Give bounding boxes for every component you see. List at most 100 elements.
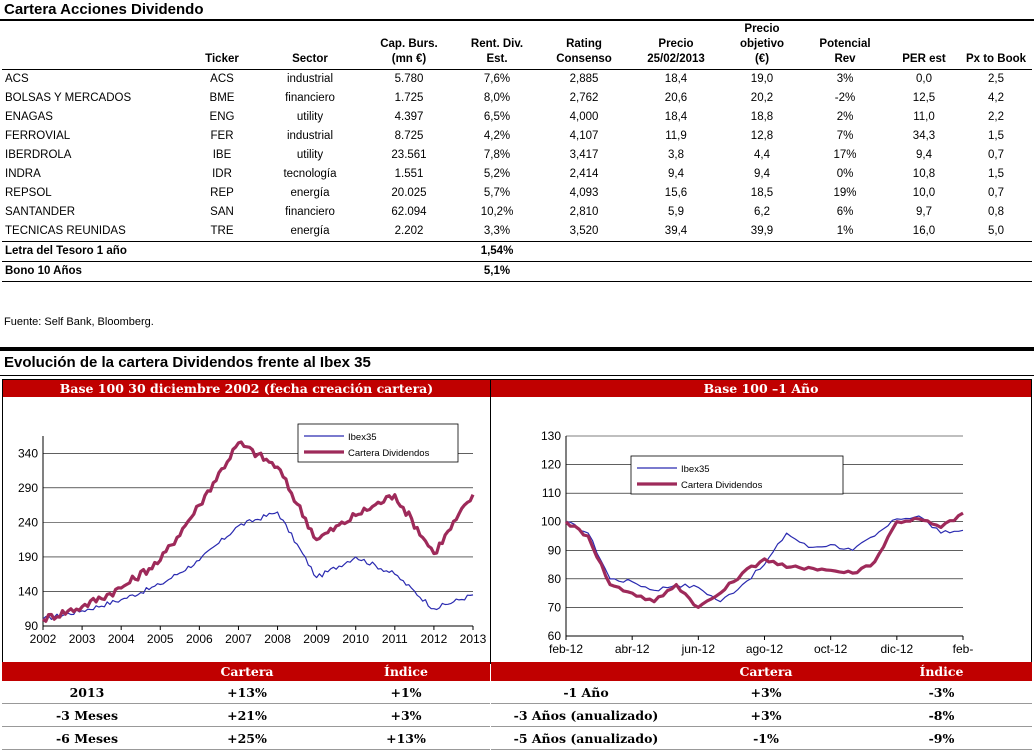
cell-objetivo: 18,8: [750, 111, 774, 123]
col-header-potencial: Potencial Rev: [802, 22, 888, 70]
perf-period: 2013: [2, 681, 172, 704]
cell-sector: industrial: [286, 130, 334, 142]
table-row: ENAGAS ENG utility 4.397 6,5% 4,000 18,4 18,8 2%…: [2, 108, 1032, 127]
table-row: ACS ACS industrial 5.780 7,6% 2,885 18,4 19,0 3%…: [2, 70, 1032, 90]
cell-objetivo: 19,0: [750, 73, 774, 85]
chart-title-long: Base 100 30 diciembre 2002 (fecha creaci…: [3, 380, 490, 397]
cell-precio: 9,4: [668, 168, 684, 180]
cell-objetivo: 20,2: [750, 92, 774, 104]
y-tick-label: 60: [548, 629, 562, 643]
cell-pxbook: 0,7: [988, 187, 1004, 199]
cell-rent: 7,6%: [483, 73, 511, 85]
cell-per: 10,0: [912, 187, 936, 199]
perf-period: -1 Año: [491, 681, 681, 704]
cell-potencial: -2%: [834, 92, 856, 104]
x-tick-label: 2004: [108, 632, 135, 646]
cell-pxbook: 2,5: [988, 73, 1004, 85]
series-line-cartera-dividendos: [42, 440, 475, 623]
cell-potencial: 6%: [836, 206, 854, 218]
x-tick-label: 2009: [303, 632, 330, 646]
x-tick-label: 2007: [225, 632, 252, 646]
col-header-rent: Rent. Div. Est.: [456, 22, 538, 70]
cell-rent: 4,2%: [483, 130, 511, 142]
x-tick-label: ago-12: [746, 642, 784, 656]
perf-row: -3 Meses +21% +3%: [2, 703, 490, 727]
cell-ticker: SAN: [210, 206, 234, 218]
section-title: Evolución de la cartera Dividendos frent…: [4, 354, 371, 371]
table-row: FERROVIAL FER industrial 8.725 4,2% 4,107 11,9…: [2, 127, 1032, 146]
x-tick-label: 2011: [382, 632, 408, 646]
perf-header-blank: [2, 662, 172, 681]
perf-indice: +1%: [322, 681, 490, 704]
cell-rent: 10,2%: [480, 206, 514, 218]
cell-rating: 2,762: [569, 92, 599, 104]
source-note: Fuente: Self Bank, Bloomberg.: [4, 316, 154, 328]
cell-pxbook: 5,0: [988, 225, 1004, 237]
cell-company: SANTANDER: [5, 206, 76, 218]
cell-cap: 4.397: [394, 111, 424, 123]
cell-per: 0,0: [916, 73, 932, 85]
cell-pxbook: 2,2: [988, 111, 1004, 123]
chart-one-year: 60 70 80 90 100 110 120 130 feb-12 abr-12 jun-12 ag…: [541, 429, 974, 656]
perf-row: -3 Años (anualizado) +3% -8%: [491, 703, 1032, 727]
cell-per: 12,5: [912, 92, 936, 104]
cell-potencial: 1%: [836, 225, 854, 237]
perf-cartera: +21%: [172, 703, 322, 727]
perf-indice: +3%: [322, 703, 490, 727]
legend-label: Cartera Dividendos: [348, 448, 430, 459]
x-tick-label: 2005: [147, 632, 174, 646]
y-tick-label: 340: [18, 446, 38, 460]
chart-long-term: 90 140 190 240 290 340 2002 2003 2004 2005 2006 200…: [18, 423, 487, 646]
bond-value: 1,54%: [456, 241, 538, 262]
perf-row: -1 Año +3% -3%: [491, 681, 1032, 704]
bond-row: Letra del Tesoro 1 año 1,54%: [2, 241, 1032, 262]
perf-indice: +13%: [322, 726, 490, 750]
cell-cap: 5.780: [394, 73, 424, 85]
cell-rent: 5,2%: [483, 168, 511, 180]
x-tick-label: dic-12: [880, 642, 913, 656]
cell-potencial: 7%: [836, 130, 854, 142]
perf-period: -3 Meses: [2, 703, 172, 727]
cell-sector: industrial: [286, 73, 334, 85]
perf-row: -6 Meses +25% +13%: [2, 726, 490, 750]
x-tick-label: feb-: [953, 642, 974, 656]
y-tick-label: 80: [548, 572, 562, 586]
cell-rent: 8,0%: [483, 92, 511, 104]
cell-precio: 3,8: [668, 149, 684, 161]
cell-sector: energía: [290, 225, 330, 237]
cell-objetivo: 18,5: [750, 187, 774, 199]
cell-rating: 2,810: [569, 206, 599, 218]
cell-sector: financiero: [285, 206, 335, 218]
x-tick-label: 2008: [264, 632, 291, 646]
cell-cap: 8.725: [394, 130, 424, 142]
perf-cartera: +3%: [681, 703, 851, 727]
cell-objetivo: 9,4: [754, 168, 770, 180]
cell-ticker: ACS: [210, 73, 234, 85]
table-row: SANTANDER SAN financiero 62.094 10,2% 2,810 5,…: [2, 203, 1032, 222]
cell-company: INDRA: [5, 168, 41, 180]
y-tick-label: 90: [25, 619, 39, 633]
stocks-body: ACS ACS industrial 5.780 7,6% 2,885 18,4 19,0 3%…: [2, 70, 1032, 242]
cell-potencial: 2%: [836, 111, 854, 123]
x-tick-label: 2013: [460, 632, 487, 646]
cell-company: ACS: [5, 73, 29, 85]
cell-sector: utility: [296, 149, 324, 161]
x-tick-label: 2003: [69, 632, 96, 646]
cell-potencial: 19%: [833, 187, 857, 199]
cell-pxbook: 1,5: [988, 130, 1004, 142]
cell-rent: 6,5%: [483, 111, 511, 123]
cell-company: BOLSAS Y MERCADOS: [5, 92, 132, 104]
cell-precio: 15,6: [664, 187, 688, 199]
perf-indice: -3%: [851, 681, 1032, 704]
cell-per: 16,0: [912, 225, 936, 237]
perf-indice: -9%: [851, 726, 1032, 750]
perf-period: -5 Años (anualizado): [491, 726, 681, 750]
series-line-cartera-dividendos: [564, 511, 964, 609]
y-tick-label: 100: [541, 515, 561, 529]
cell-per: 9,4: [916, 149, 932, 161]
perf-header-row: Cartera Índice: [491, 662, 1032, 681]
perf-header-indice: Índice: [322, 662, 490, 681]
cell-precio: 18,4: [664, 73, 688, 85]
x-tick-label: abr-12: [615, 642, 650, 656]
cell-ticker: ENG: [209, 111, 235, 123]
